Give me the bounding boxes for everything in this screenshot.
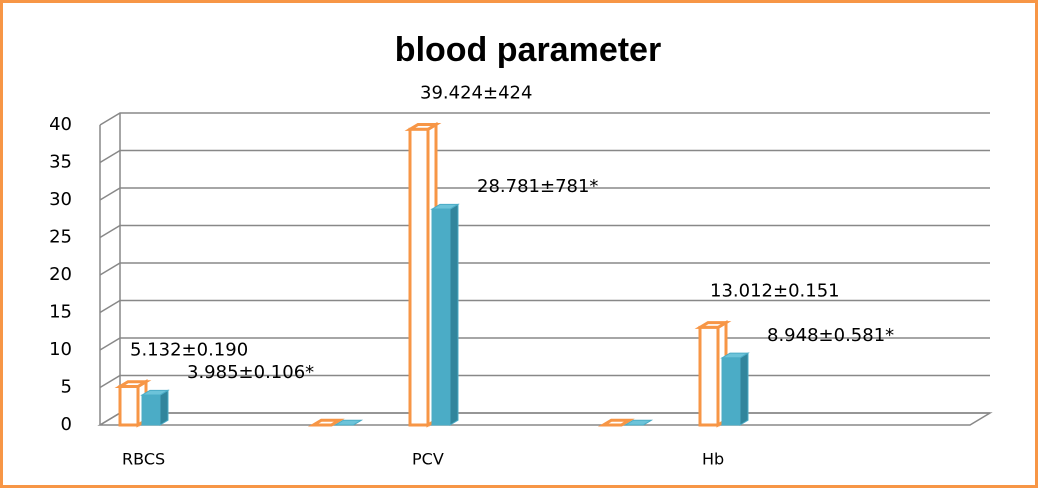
bar-face — [307, 418, 345, 427]
bar-face — [739, 352, 749, 426]
bar-face — [118, 385, 140, 427]
y-tick-label: 35 — [49, 152, 72, 173]
bar — [597, 418, 635, 427]
y-tick-label: 15 — [49, 302, 72, 323]
data-label: 8.948±0.581* — [767, 325, 894, 346]
bar — [307, 418, 345, 427]
y-tick-label: 40 — [49, 114, 72, 135]
bar — [623, 419, 654, 426]
bar-face — [449, 203, 459, 426]
bar-face — [141, 394, 161, 426]
bar — [140, 389, 170, 426]
grid-line — [99, 262, 990, 276]
bar-face — [698, 325, 720, 427]
x-tick-label: PCV — [412, 450, 444, 469]
data-label: 39.424±424 — [420, 82, 532, 103]
bar-face — [431, 208, 451, 426]
y-tick-label: 30 — [49, 189, 72, 210]
chart-title: blood parameter — [395, 31, 661, 69]
data-label: 28.781±781* — [477, 176, 598, 197]
bar-face — [333, 419, 364, 426]
bar-face — [597, 418, 635, 427]
y-tick-label: 25 — [49, 227, 72, 248]
grid-line — [99, 299, 990, 314]
y-tick-label: 0 — [61, 414, 72, 435]
bar — [720, 352, 750, 426]
bar — [333, 419, 364, 426]
x-tick-label: Hb — [702, 450, 724, 469]
grid-line — [99, 149, 990, 164]
x-tick-label: RBCS — [122, 450, 165, 469]
grid-line — [99, 112, 990, 126]
bar-face — [159, 389, 169, 426]
y-tick-label: 20 — [49, 264, 72, 285]
data-label: 3.985±0.106* — [187, 362, 314, 383]
bar — [430, 203, 460, 426]
data-label: 13.012±0.151 — [710, 280, 840, 301]
bar-face — [408, 127, 430, 427]
bar-face — [623, 419, 654, 426]
bar-face — [721, 357, 741, 426]
data-label: 5.132±0.190 — [130, 340, 248, 361]
grid-line — [99, 224, 990, 239]
grid-line — [99, 187, 990, 201]
y-tick-label: 10 — [49, 339, 72, 360]
y-tick-label: 5 — [61, 377, 72, 398]
